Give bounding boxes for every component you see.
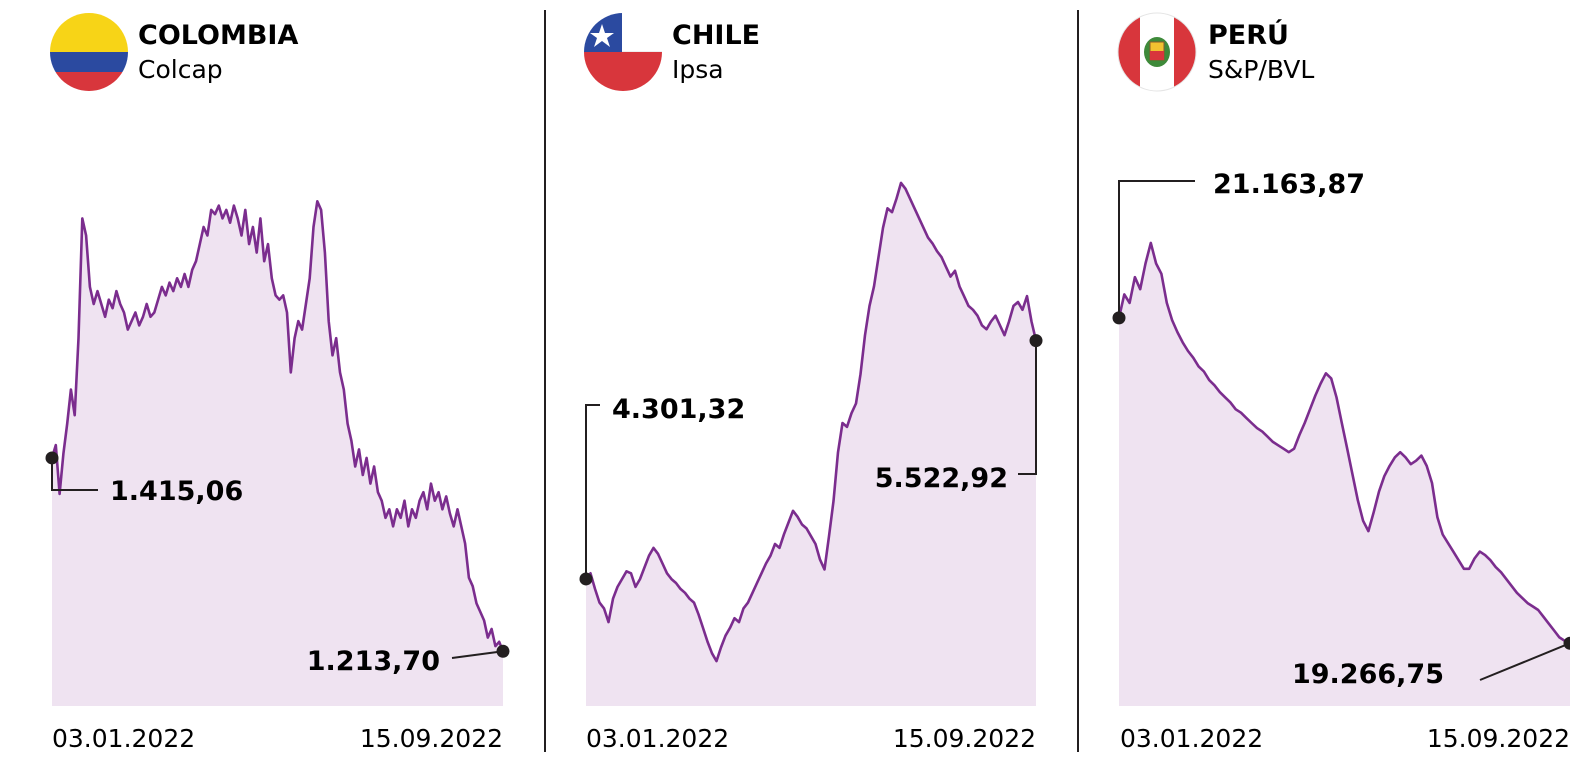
series-area (52, 201, 503, 707)
x-end-label: 15.09.2022 (360, 724, 503, 753)
x-end-label: 15.09.2022 (1427, 724, 1570, 753)
index-name: Colcap (138, 55, 223, 84)
series-line (584, 181, 1038, 663)
start-point-marker (1112, 311, 1126, 325)
end-value-label: 1.213,70 (307, 646, 440, 677)
start-leader-line (1118, 180, 1195, 318)
start-value-label: 21.163,87 (1213, 169, 1365, 200)
x-end-label: 15.09.2022 (893, 724, 1036, 753)
index-name: S&P/BVL (1208, 55, 1314, 84)
panel-peru: PERÚ S&P/BVL 21.163,87 19.266,75 03.01.2… (1112, 12, 1570, 753)
end-value-label: 19.266,75 (1292, 659, 1444, 690)
panel-chile: CHILE Ipsa 4.301,32 5.522,92 03.01.2022 … (579, 13, 1043, 753)
country-name: CHILE (672, 20, 760, 51)
country-name: PERÚ (1208, 19, 1289, 51)
plot-area (579, 181, 1043, 706)
end-leader-line (451, 650, 504, 659)
panel-colombia: COLOMBIA Colcap 1.415,06 1.213,70 03.01.… (45, 13, 510, 753)
end-leader-line (1479, 642, 1570, 681)
series-line (1117, 241, 1570, 645)
end-point-marker (1563, 636, 1570, 650)
x-start-label: 03.01.2022 (1120, 724, 1263, 753)
country-name: COLOMBIA (138, 20, 298, 51)
end-point-marker (1029, 334, 1043, 348)
start-point-marker (45, 451, 59, 465)
chile-flag-icon (584, 13, 662, 91)
coat-of-arms-icon (1144, 37, 1170, 67)
start-leader-line (585, 404, 600, 579)
index-name: Ipsa (672, 55, 724, 84)
end-point-marker (496, 644, 510, 658)
start-value-label: 1.415,06 (110, 476, 243, 507)
end-leader-line (1018, 340, 1037, 475)
plot-area (45, 200, 510, 707)
start-leader-line (51, 457, 98, 491)
peru-flag-icon (1118, 13, 1196, 91)
x-start-label: 03.01.2022 (52, 724, 195, 753)
colombia-flag-icon (50, 13, 128, 91)
end-value-label: 5.522,92 (875, 463, 1008, 494)
x-start-label: 03.01.2022 (586, 724, 729, 753)
plot-area (1112, 180, 1570, 706)
start-value-label: 4.301,32 (612, 394, 745, 425)
start-point-marker (579, 572, 593, 586)
series-area (586, 182, 1036, 706)
series-line (50, 200, 505, 652)
series-area (1119, 242, 1570, 706)
